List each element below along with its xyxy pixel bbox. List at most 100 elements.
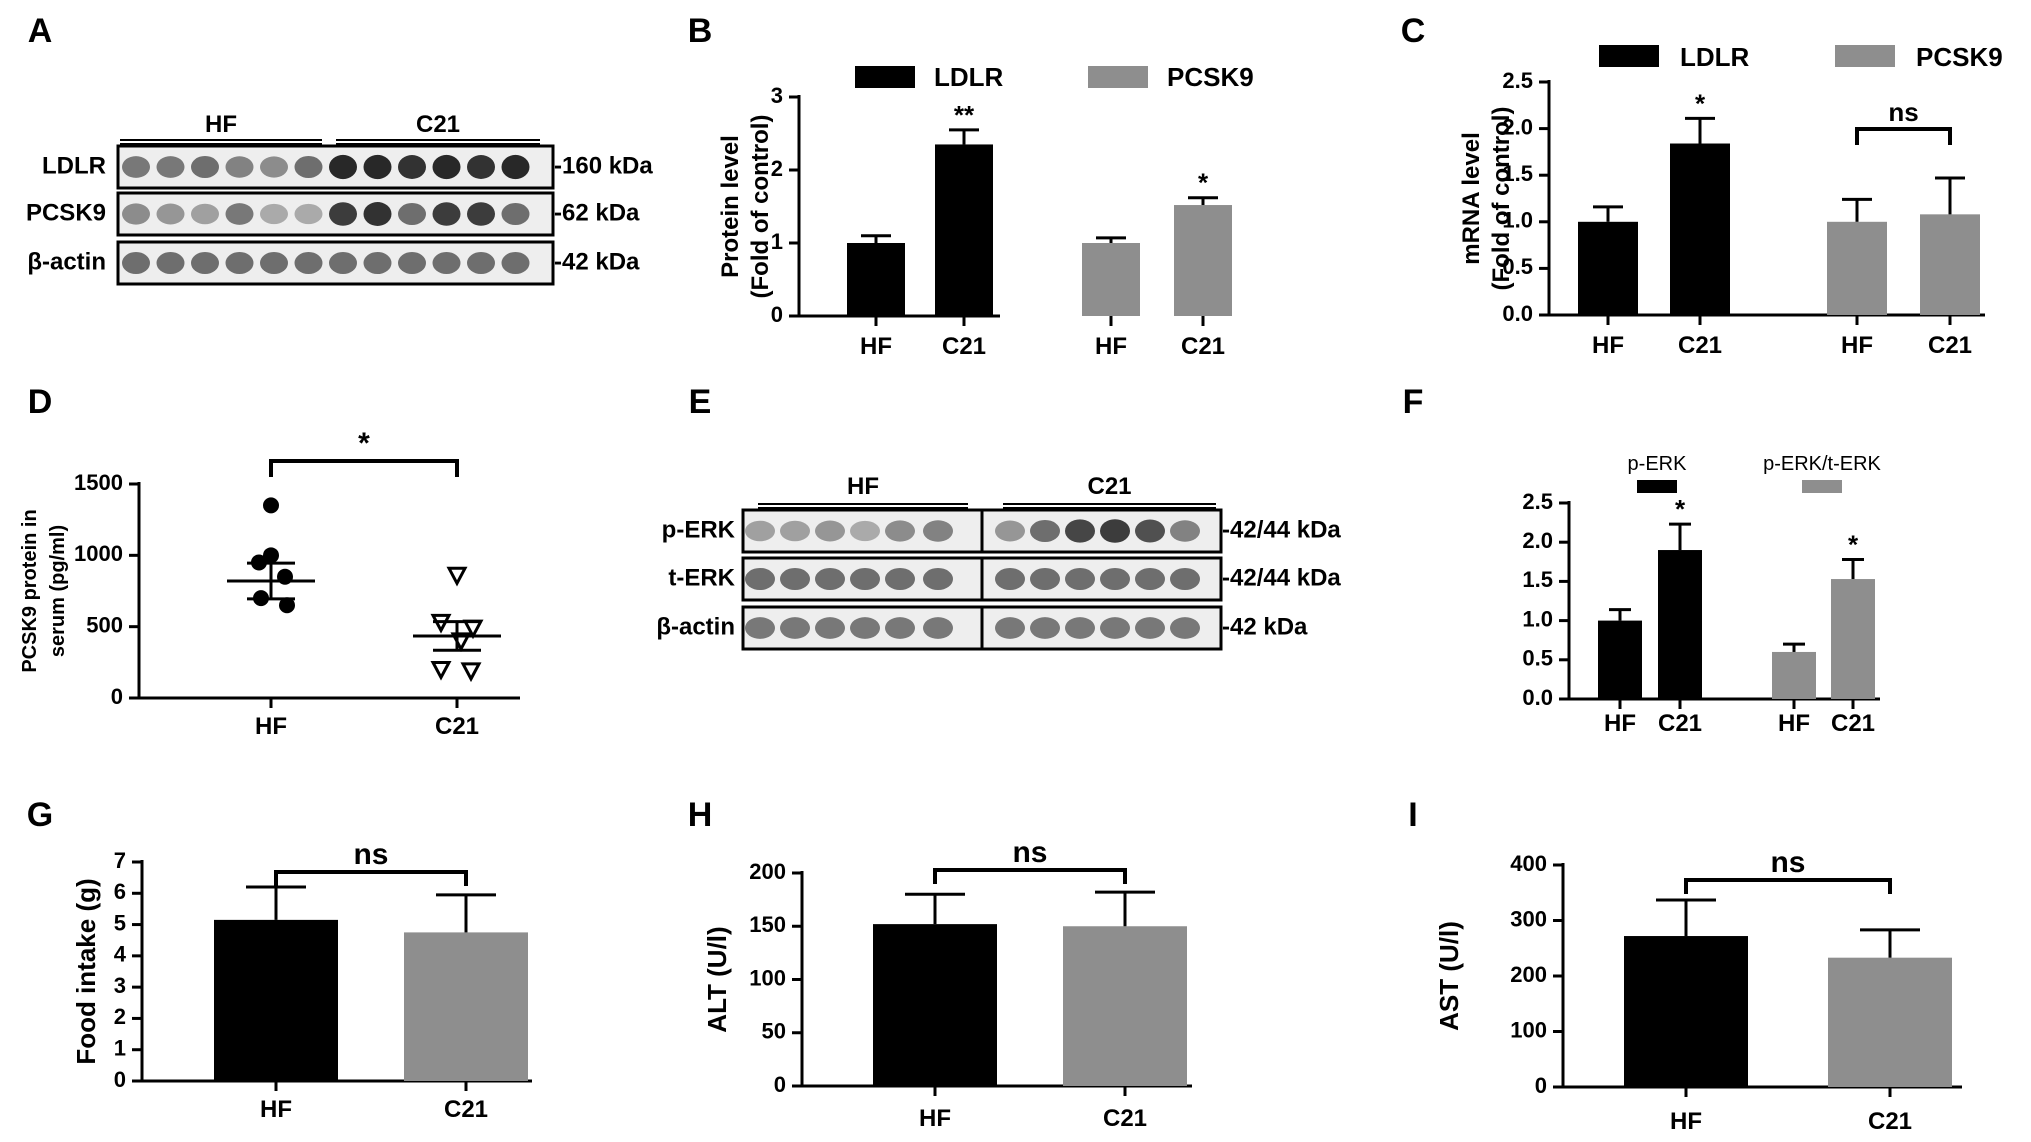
x-tick-label: C21 xyxy=(1658,710,1702,737)
protein-band xyxy=(225,251,254,275)
protein-band xyxy=(1100,567,1130,591)
protein-band xyxy=(1135,519,1165,543)
protein-band xyxy=(329,251,357,275)
protein-band xyxy=(815,617,845,639)
bar xyxy=(1624,936,1748,1087)
protein-band xyxy=(1170,617,1200,639)
blot-group-label: HF xyxy=(847,473,879,500)
y-tick-label: 500 xyxy=(86,612,123,637)
protein-band xyxy=(745,520,775,542)
y-axis-label: Protein level xyxy=(717,135,744,278)
y-axis-label: PCSK9 protein in xyxy=(19,509,41,672)
data-point-circle xyxy=(263,497,279,514)
significance-mark: * xyxy=(1675,494,1686,524)
y-tick-label: 0.0 xyxy=(1502,301,1533,326)
y-axis-label: Food intake (g) xyxy=(71,878,101,1064)
legend-label: LDLR xyxy=(934,62,1004,92)
protein-band xyxy=(1100,617,1130,639)
protein-band xyxy=(398,202,426,226)
y-tick-label: 0 xyxy=(771,302,783,327)
protein-band xyxy=(1065,567,1095,591)
legend-label: PCSK9 xyxy=(1167,62,1254,92)
data-point-triangle xyxy=(446,566,468,587)
x-tick-label: C21 xyxy=(1103,1105,1147,1132)
protein-band xyxy=(995,567,1025,591)
bar xyxy=(214,919,338,1081)
protein-band xyxy=(1065,617,1095,639)
y-tick-label: 400 xyxy=(1510,851,1547,876)
protein-band xyxy=(156,251,185,275)
significance-bracket xyxy=(269,459,459,477)
protein-band xyxy=(1100,519,1130,543)
y-tick-label: 2.0 xyxy=(1522,528,1553,553)
bracket-label: ns xyxy=(353,838,388,871)
data-point-circle xyxy=(279,597,295,614)
y-axis-label: (Fold of control) xyxy=(747,115,774,299)
x-tick-label: HF xyxy=(860,333,892,360)
chart-d: 0 500 1000 1500 PCSK9 protein in serum (pg/ml… xyxy=(19,427,520,740)
significance-bracket xyxy=(933,868,1127,884)
bar xyxy=(935,144,993,316)
protein-band xyxy=(467,155,495,179)
significance-mark: ** xyxy=(954,100,975,130)
protein-band xyxy=(156,156,185,178)
chart-i: 0 100 200 300 400 AST (U/l) HF C21 ns xyxy=(1434,846,1962,1135)
data-point-circle xyxy=(263,547,279,564)
protein-band xyxy=(850,567,880,591)
panel-label-a: A xyxy=(28,12,53,50)
bar xyxy=(1598,620,1642,699)
chart-c: 0.0 0.5 1.0 1.5 2.0 2.5 mRNA level (Fold of con… xyxy=(1458,42,2003,359)
molecular-weight-label: -62 kDa xyxy=(554,199,640,226)
chart-f: 0.0 0.5 1.0 1.5 2.0 2.5 HF C21 * HF C21 * p-ERK p-ERK… xyxy=(1522,453,1881,737)
significance-mark: * xyxy=(1695,88,1706,118)
protein-band xyxy=(329,154,357,180)
y-tick-label: 0 xyxy=(1535,1073,1547,1098)
protein-band xyxy=(501,202,530,226)
bar xyxy=(1174,205,1232,316)
x-tick-label: HF xyxy=(1670,1108,1702,1135)
molecular-weight-label: -42/44 kDa xyxy=(1222,564,1341,591)
protein-band xyxy=(398,251,426,275)
x-tick-label: C21 xyxy=(1181,333,1225,360)
protein-band xyxy=(156,203,185,225)
legend-label: p-ERK/t-ERK xyxy=(1763,453,1881,475)
significance-bracket xyxy=(274,870,468,886)
bar xyxy=(1670,143,1730,315)
protein-band xyxy=(467,251,495,275)
protein-band xyxy=(885,520,915,542)
protein-band xyxy=(923,520,953,542)
protein-band xyxy=(780,520,810,542)
blot-row-label: p-ERK xyxy=(662,516,736,543)
protein-band xyxy=(363,251,392,275)
y-tick-label: 1 xyxy=(771,229,783,254)
protein-band xyxy=(191,203,219,225)
y-tick-label: 100 xyxy=(1510,1017,1547,1042)
x-tick-label: C21 xyxy=(435,713,479,740)
bar xyxy=(1063,926,1187,1086)
legend-label: LDLR xyxy=(1680,42,1750,72)
blot-row-label: β-actin xyxy=(656,613,735,640)
protein-band xyxy=(780,617,810,639)
protein-band xyxy=(363,202,392,226)
x-tick-label: HF xyxy=(255,713,287,740)
protein-band xyxy=(745,567,775,591)
data-point-triangle xyxy=(460,662,482,683)
protein-band xyxy=(122,156,150,178)
y-tick-label: 1 xyxy=(114,1036,126,1061)
molecular-weight-label: -160 kDa xyxy=(554,152,653,179)
y-tick-label: 6 xyxy=(114,879,126,904)
protein-band xyxy=(329,202,357,226)
protein-band xyxy=(260,156,288,178)
y-tick-label: 2.5 xyxy=(1522,489,1553,514)
protein-band xyxy=(885,567,915,591)
legend-swatch xyxy=(1599,45,1659,67)
y-tick-label: 0 xyxy=(774,1072,786,1097)
panel-label-g: G xyxy=(27,796,53,834)
bracket-label: ns xyxy=(1770,846,1805,879)
x-tick-label: HF xyxy=(1592,332,1624,359)
bracket-label: * xyxy=(358,427,370,460)
blot-e: HF C21 p-ERK -42/44 kDa t-ERK -42/44 kDa β-act… xyxy=(656,473,1341,651)
protein-band xyxy=(815,567,845,591)
bar xyxy=(1827,221,1887,315)
x-tick-label: C21 xyxy=(1678,332,1722,359)
